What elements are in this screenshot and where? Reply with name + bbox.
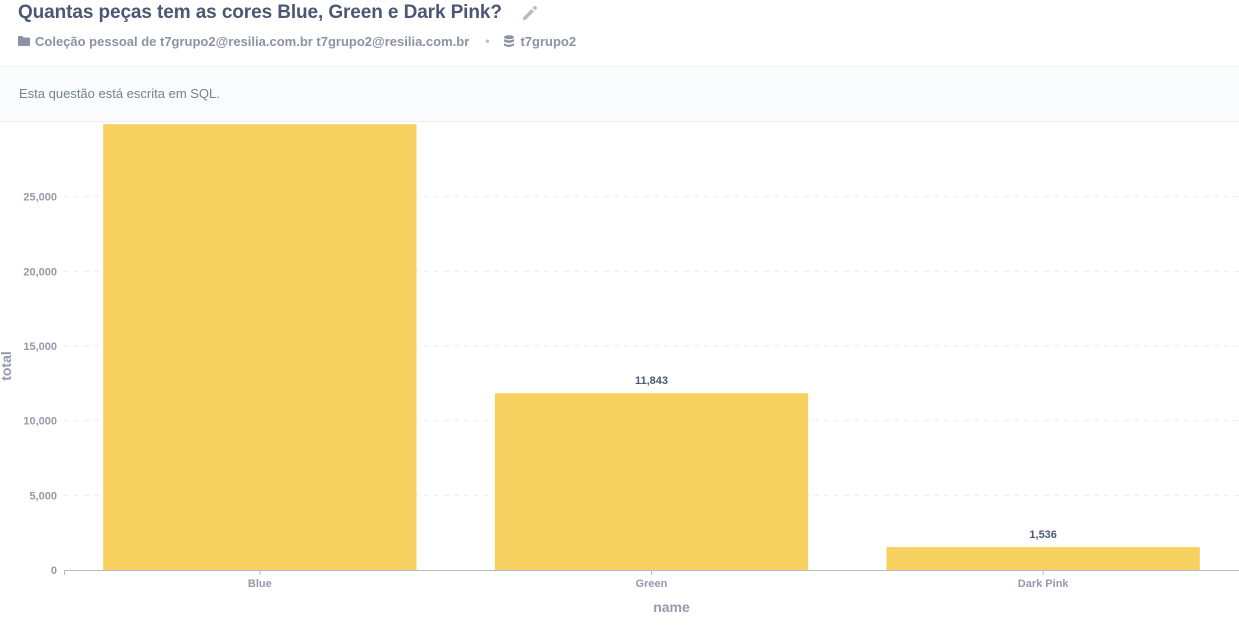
question-header: Quantas peças tem as cores Blue, Green e… <box>0 0 1239 67</box>
x-tick-label: Blue <box>248 578 272 590</box>
y-tick-label: 25,000 <box>23 192 57 204</box>
y-tick-label: 20,000 <box>23 266 57 278</box>
pencil-icon[interactable] <box>519 2 541 24</box>
meta-separator: • <box>485 34 490 48</box>
question-description-bar: Esta questão está escrita em SQL. <box>0 67 1239 122</box>
y-tick-label: 0 <box>51 565 57 577</box>
database-link[interactable]: t7grupo2 <box>520 33 577 49</box>
x-tick-label: Dark Pink <box>1018 578 1070 590</box>
database-icon <box>503 34 515 48</box>
collection-link[interactable]: Coleção pessoal de t7grupo2@resilia.com.… <box>35 33 470 49</box>
title-row: Quantas peças tem as cores Blue, Green e… <box>18 0 541 26</box>
question-title[interactable]: Quantas peças tem as cores Blue, Green e… <box>18 2 502 23</box>
bar <box>494 393 809 570</box>
bar-value-label: 1,536 <box>1029 529 1057 541</box>
question-meta: Coleção pessoal de t7grupo2@resilia.com.… <box>18 32 576 50</box>
y-tick-label: 5,000 <box>29 490 57 502</box>
y-axis-title: total <box>0 351 14 381</box>
bar <box>103 124 417 570</box>
y-tick-label: 15,000 <box>23 341 57 353</box>
question-description: Esta questão está escrita em SQL. <box>19 86 220 101</box>
bar <box>886 547 1200 570</box>
bar-chart: 05,00010,00015,00020,00025,00029,857Blue… <box>0 124 1239 615</box>
x-axis-title: name <box>653 599 690 615</box>
folder-icon <box>18 36 30 46</box>
bar-value-label: 11,843 <box>635 375 668 387</box>
y-tick-label: 10,000 <box>23 416 57 428</box>
x-tick-label: Green <box>636 578 668 590</box>
